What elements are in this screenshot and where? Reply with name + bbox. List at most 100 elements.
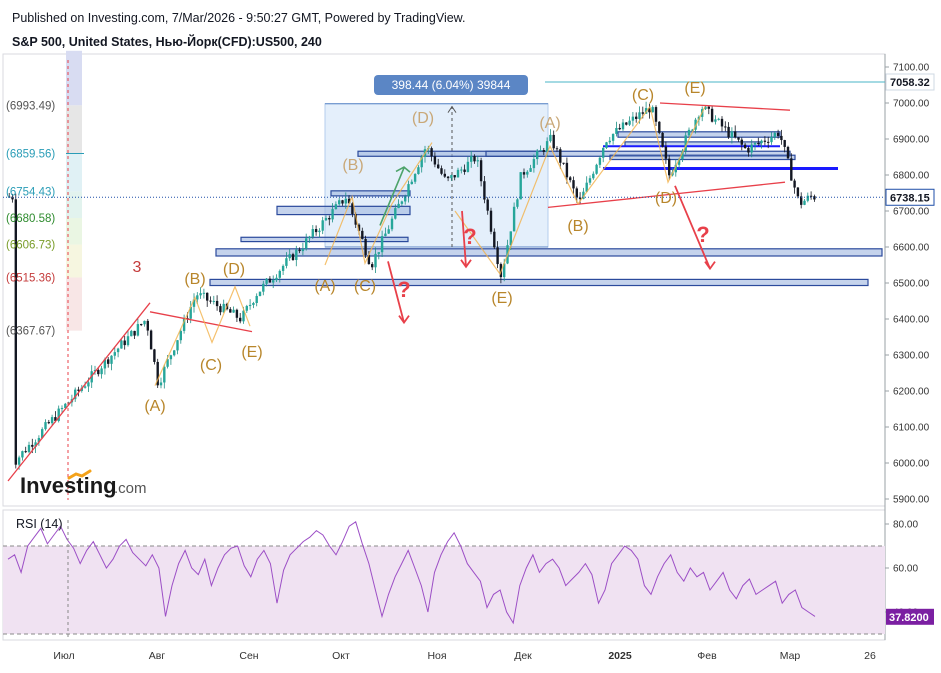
rsi-value: 37.8200 [889, 612, 929, 624]
candle-body [222, 303, 225, 313]
candle-body [140, 324, 143, 326]
measure-label: 398.44 (6.04%) 39844 [392, 78, 511, 92]
candle-body [608, 140, 611, 143]
wave-labels: 3 (A) (B) (C) (D) (E) (A) (B) (C) (D) (E) (A) (B) (C)… [133, 80, 710, 415]
y-tick-label: 6600.00 [893, 243, 930, 254]
candle-body [390, 218, 394, 230]
candle-body [446, 176, 450, 179]
candle-body [549, 134, 552, 142]
candle-body [380, 236, 384, 253]
candle-body [371, 264, 374, 268]
wave-label: (D) [655, 190, 677, 207]
x-tick-label: Фев [697, 650, 717, 662]
candle-body [407, 184, 410, 197]
price-tags: 7058.32 6738.15 [885, 73, 935, 206]
candle-body [110, 355, 113, 364]
candle-body [727, 126, 730, 138]
rsi-label: RSI (14) [16, 517, 63, 531]
candle-body [21, 451, 24, 458]
candle-body [149, 330, 153, 350]
red-arrow-head [398, 315, 410, 325]
candle-body [793, 180, 796, 188]
candle-body [717, 118, 720, 120]
candle-body [116, 348, 120, 353]
candle-body [569, 177, 572, 181]
red-projection-arrow [674, 185, 711, 269]
candle-body [635, 116, 638, 119]
red-arrow-head [704, 261, 716, 271]
zone-bar [276, 205, 411, 216]
x-tick-label: Дек [514, 650, 532, 662]
candle-body [803, 200, 806, 205]
question-mark: ? [463, 224, 476, 249]
wave-label: (E) [684, 80, 705, 97]
candle-body [582, 191, 585, 199]
measure-tool: 398.44 (6.04%) 39844 [324, 75, 549, 248]
candle-body [763, 140, 767, 142]
candle-body [638, 112, 641, 119]
candle-body [681, 150, 684, 160]
last-price-tag [885, 188, 935, 206]
rsi-tick-label: 80.00 [893, 520, 918, 531]
candle-body [64, 403, 67, 408]
y-tick-label: 6400.00 [893, 315, 930, 326]
zone-bar [240, 236, 409, 243]
candle-body [397, 203, 400, 209]
candle-body [664, 146, 668, 159]
wave-label: (A) [539, 115, 560, 132]
candle-body [361, 230, 364, 239]
rsi-band [3, 546, 885, 634]
fib-band [66, 50, 82, 106]
wave-label: (C) [632, 87, 654, 104]
candle-body [542, 150, 545, 152]
candle-body [707, 106, 710, 109]
candle-body [57, 408, 60, 421]
price-axis: 5900.00 6000.00 6100.00 6200.00 6300.00 6400.… [885, 63, 930, 506]
candle-body [281, 265, 285, 271]
rsi-tick-label: 60.00 [893, 564, 918, 575]
candle-body [737, 137, 740, 140]
candle-body [615, 127, 618, 134]
candle-body [54, 417, 57, 421]
candle-body [536, 150, 539, 160]
x-tick-label: 2025 [608, 650, 632, 662]
candle-body [562, 162, 565, 164]
candle-body [305, 238, 308, 249]
candle-body [347, 198, 351, 204]
candle-body [628, 120, 631, 125]
candle-body [724, 126, 727, 128]
candle-body [331, 209, 334, 220]
candle-body [598, 157, 602, 165]
candle-body [625, 122, 628, 125]
candle-body [430, 148, 433, 157]
candle-body [394, 208, 397, 219]
candle-body [74, 389, 77, 400]
measure-box [324, 103, 549, 248]
candle-body [595, 164, 598, 174]
candle-body [324, 218, 328, 221]
candle-body [367, 255, 371, 265]
y-tick-label: 6500.00 [893, 279, 930, 290]
y-tick-label: 6900.00 [893, 135, 930, 146]
x-tick-label: Ноя [427, 650, 446, 662]
candle-body [648, 108, 651, 113]
candle-body [809, 195, 813, 197]
candle-body [258, 291, 262, 296]
candle-body [301, 248, 305, 252]
fib-level-label: (6859.56) [6, 149, 55, 161]
candle-body [321, 220, 324, 231]
candle-body [17, 457, 21, 465]
candle-body [232, 309, 235, 313]
candle-body [182, 318, 186, 331]
y-tick-label: 7100.00 [893, 63, 930, 74]
candle-body [384, 233, 387, 237]
fib-band [66, 217, 82, 245]
fib-level-label: (6367.67) [6, 326, 55, 338]
candle-body [770, 137, 773, 143]
wave-label: (E) [241, 344, 262, 361]
candle-body [156, 361, 159, 386]
wave-label: (C) [200, 357, 222, 374]
candle-body [334, 204, 338, 210]
trend-line [7, 302, 151, 482]
candle-body [479, 160, 483, 182]
